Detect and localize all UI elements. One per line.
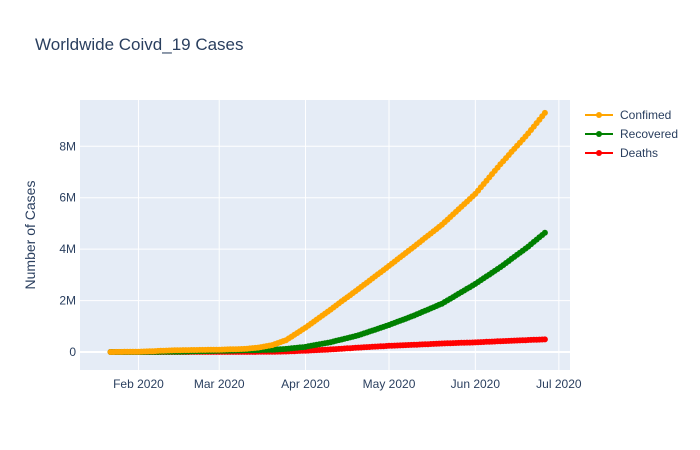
plot-area xyxy=(80,100,570,370)
chart-title: Worldwide Coivd_19 Cases xyxy=(35,35,244,54)
legend-item-deaths[interactable]: Deaths xyxy=(585,146,658,160)
data-point xyxy=(541,336,548,343)
x-tick-label: Jul 2020 xyxy=(536,377,582,391)
y-tick-label: 2M xyxy=(59,294,76,308)
data-point xyxy=(541,229,548,236)
x-tick-label: Apr 2020 xyxy=(281,377,330,391)
legend-marker xyxy=(596,131,602,137)
y-tick-label: 4M xyxy=(59,242,76,256)
y-tick-label: 0 xyxy=(69,345,76,359)
y-axis-ticks: 0 2M 4M 6M 8M xyxy=(59,139,76,359)
x-tick-label: Mar 2020 xyxy=(194,377,245,391)
legend-item-confimed[interactable]: Confimed xyxy=(585,108,671,122)
series-layer xyxy=(107,109,548,355)
legend-label: Deaths xyxy=(620,146,658,160)
y-tick-label: 6M xyxy=(59,191,76,205)
x-tick-label: Jun 2020 xyxy=(451,377,501,391)
y-tick-label: 8M xyxy=(59,139,76,153)
series-confimed xyxy=(107,109,548,355)
legend-marker xyxy=(596,112,602,118)
legend-label: Confimed xyxy=(620,108,671,122)
x-axis-ticks: Feb 2020 Mar 2020 Apr 2020 May 2020 Jun 2020… xyxy=(113,377,582,391)
y-axis-label: Number of Cases xyxy=(22,181,38,290)
data-point xyxy=(541,109,548,116)
legend-label: Recovered xyxy=(620,127,678,141)
x-tick-label: Feb 2020 xyxy=(113,377,164,391)
legend-item-recovered[interactable]: Recovered xyxy=(585,127,678,141)
x-tick-label: May 2020 xyxy=(363,377,416,391)
legend[interactable]: Confimed Recovered Deaths xyxy=(585,108,678,160)
legend-marker xyxy=(596,150,602,156)
